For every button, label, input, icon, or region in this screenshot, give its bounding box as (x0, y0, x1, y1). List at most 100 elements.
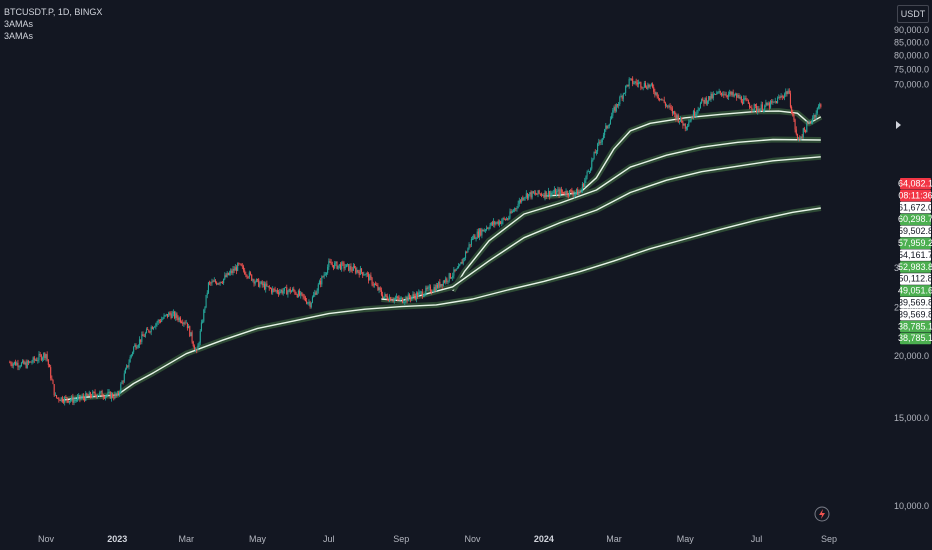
candle (212, 279, 214, 283)
svg-text:50,112.8: 50,112.8 (898, 274, 932, 284)
candle (786, 90, 788, 97)
candle (370, 272, 372, 281)
candle (141, 331, 143, 345)
candle (457, 263, 460, 269)
candle (751, 104, 753, 113)
candle (92, 389, 94, 399)
candle (221, 280, 224, 285)
candle (338, 264, 340, 269)
candle (599, 139, 601, 146)
candle (549, 190, 551, 200)
candle (429, 284, 432, 293)
candle (434, 284, 436, 293)
symbol-title[interactable]: BTCUSDT.P, 1D, BINGX (4, 7, 103, 17)
candle (655, 91, 657, 96)
candle (651, 82, 654, 89)
candle (713, 93, 716, 95)
candle (718, 88, 720, 94)
candle (637, 79, 640, 88)
candle (29, 361, 31, 364)
candle (202, 319, 204, 324)
candle (431, 289, 433, 295)
candle (732, 89, 734, 98)
candle (185, 319, 187, 324)
lightning-icon[interactable] (814, 506, 830, 522)
candle (802, 127, 804, 139)
candle (570, 189, 572, 193)
candle (41, 356, 44, 363)
candle (150, 325, 152, 336)
candle (129, 355, 131, 363)
price-badge: 57,959.2 (898, 237, 932, 249)
candle (171, 310, 173, 319)
candle (521, 197, 523, 204)
candle (216, 281, 218, 286)
candle (533, 190, 536, 196)
candle (151, 325, 153, 330)
candle (207, 281, 209, 294)
candle (813, 113, 815, 120)
candle (274, 286, 276, 293)
candle (661, 98, 663, 101)
time-axis[interactable]: Nov 2023 Mar May Jul Sep Nov 2024 Mar May Jul Sep (38, 534, 837, 544)
price-badge: 61,672.0 (898, 201, 932, 214)
candle (754, 104, 756, 109)
candle (224, 272, 226, 281)
candle (358, 269, 360, 278)
candle (579, 190, 581, 194)
candle (188, 324, 190, 329)
candle (741, 99, 744, 106)
candle (634, 80, 636, 85)
candle (779, 95, 781, 101)
price-badge: 64,082.1 (898, 178, 932, 190)
price-badge: 38,785.1 (898, 332, 932, 345)
candle (613, 105, 615, 113)
candle (230, 268, 232, 276)
candle (415, 291, 418, 303)
scroll-to-latest-icon[interactable] (896, 121, 901, 129)
candle (717, 91, 719, 94)
candle (87, 394, 89, 397)
candle (504, 218, 506, 221)
price-series-layer (9, 76, 822, 406)
candle (341, 261, 343, 272)
indicator-label-1[interactable]: 3AMAs (4, 19, 34, 29)
candle (733, 93, 735, 98)
candle (109, 391, 111, 399)
candle (406, 296, 408, 304)
candle (398, 294, 400, 301)
candle (376, 282, 378, 287)
candle (581, 181, 583, 193)
indicator-label-2[interactable]: 3AMAs (4, 31, 34, 41)
candle (623, 92, 626, 95)
candle (597, 142, 599, 154)
svg-text:61,672.0: 61,672.0 (898, 202, 932, 212)
candle (799, 135, 801, 142)
candle (220, 281, 222, 284)
candle (140, 339, 142, 345)
candle (622, 92, 624, 102)
candle (646, 85, 648, 90)
candle (105, 395, 107, 401)
chart-legend: BTCUSDT.P, 1D, BINGX 3AMAs 3AMAs (4, 6, 102, 42)
candle (773, 101, 775, 103)
candle (168, 311, 170, 317)
candle (269, 287, 271, 290)
candle (309, 300, 311, 309)
candle (227, 272, 229, 276)
candle (669, 103, 671, 111)
candle (323, 271, 325, 279)
candle (726, 94, 728, 100)
price-badge: 08:11:36 (898, 189, 932, 202)
candle (25, 359, 27, 369)
candle (197, 343, 199, 351)
candle (262, 281, 264, 288)
candle (54, 392, 56, 396)
candle (525, 190, 527, 199)
currency-button[interactable]: USDT (897, 5, 929, 23)
candle (308, 299, 310, 306)
candle (554, 187, 557, 196)
svg-text:39,569.8: 39,569.8 (898, 309, 932, 319)
candle (677, 113, 679, 124)
